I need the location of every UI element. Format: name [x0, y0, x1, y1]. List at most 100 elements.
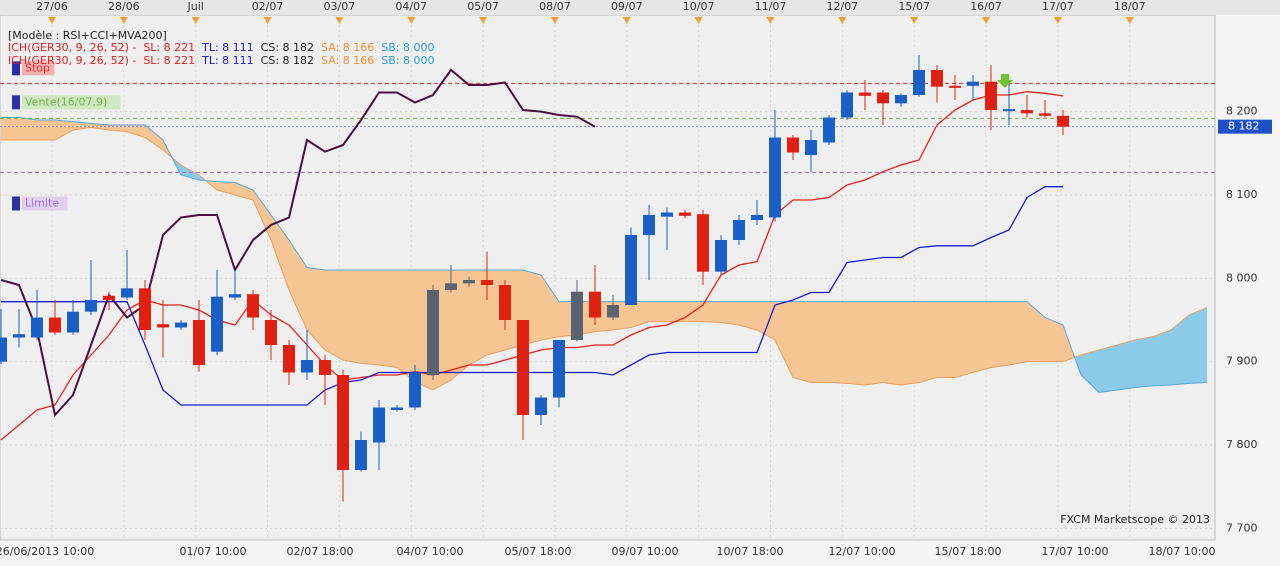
- bottom-axis-label: 18/07 10:00: [1149, 545, 1216, 558]
- level-label: Stop: [25, 61, 50, 74]
- top-axis-marker: [335, 17, 344, 24]
- y-tick-label: 7 900: [1226, 355, 1258, 368]
- top-axis-marker: [766, 17, 775, 24]
- candle-body: [211, 296, 223, 352]
- cloud-fill: [397, 270, 415, 382]
- candle-body: [1003, 109, 1015, 112]
- bottom-axis-label: 02/07 18:00: [287, 545, 354, 558]
- candle-body: [661, 212, 673, 217]
- last-price-label: 8 182: [1228, 120, 1260, 133]
- candle-body: [607, 305, 619, 318]
- candle-body: [877, 92, 889, 104]
- cloud-fill: [649, 301, 667, 322]
- legend-entry: TL: 8 111: [195, 54, 254, 67]
- cloud-fill: [631, 301, 649, 328]
- top-axis-marker: [119, 17, 128, 24]
- top-axis-marker: [694, 17, 703, 24]
- bottom-axis-label: 12/07 10:00: [829, 545, 896, 558]
- plot-area: [0, 14, 1216, 541]
- top-axis-label: 03/07: [324, 0, 356, 13]
- cloud-fill: [721, 301, 739, 325]
- cloud-fill: [757, 301, 775, 340]
- candle-body: [319, 360, 331, 375]
- candle-body: [247, 294, 259, 318]
- level-box: [22, 95, 121, 110]
- cloud-fill: [865, 301, 883, 385]
- top-axis-marker: [407, 17, 416, 24]
- candle-body: [337, 375, 349, 470]
- top-axis-marker: [191, 17, 200, 24]
- cloud-fill: [217, 181, 235, 195]
- candle-body: [697, 214, 709, 272]
- legend-row: ICH(GER30, 9, 26, 52) - SL: 8 221 TL: 8 …: [8, 54, 434, 67]
- legend-entry: CS: 8 182: [254, 54, 314, 67]
- cloud-fill: [1117, 340, 1135, 390]
- cloud-fill: [541, 275, 559, 340]
- candle-body: [931, 70, 943, 87]
- candle-body: [445, 283, 457, 290]
- candle-body: [535, 397, 547, 415]
- cloud-fill: [703, 301, 721, 323]
- candle-body: [679, 212, 691, 216]
- cloud-fill: [19, 117, 37, 140]
- top-axis-label: 11/07: [755, 0, 787, 13]
- bottom-axis-label: 15/07 18:00: [935, 545, 1002, 558]
- candle-body: [391, 407, 403, 410]
- cloud-fill: [901, 301, 919, 385]
- top-axis-label: 27/06: [36, 0, 68, 13]
- candle-body: [1039, 113, 1051, 116]
- candle-body: [49, 317, 61, 333]
- cloud-fill: [325, 270, 343, 360]
- cloud-fill: [343, 270, 361, 364]
- candle-body: [985, 81, 997, 110]
- cloud-fill: [1081, 350, 1099, 393]
- top-axis-band: [0, 0, 1280, 15]
- candle-body: [427, 290, 439, 375]
- cloud-fill: [469, 270, 487, 365]
- level-box: [22, 61, 55, 76]
- candle-body: [193, 320, 205, 365]
- level-label: Vente(16/07,9): [25, 95, 107, 108]
- candle-body: [103, 295, 115, 300]
- level-box: [22, 196, 68, 211]
- candle-body: [355, 440, 367, 470]
- cloud-fill: [379, 270, 397, 368]
- indicator-line: [1, 186, 1063, 406]
- cloud-fill: [451, 270, 469, 380]
- top-axis-label: Juil: [187, 0, 204, 13]
- cloud-fill: [307, 267, 325, 350]
- candle-body: [481, 280, 493, 285]
- candle-body: [283, 345, 295, 373]
- candle-body: [13, 334, 25, 338]
- candle-body: [625, 235, 637, 305]
- bottom-axis-label: 04/07 10:00: [397, 545, 464, 558]
- candle-body: [31, 317, 43, 338]
- candle-body: [175, 322, 187, 328]
- legend-entry: TL: 8 111: [195, 41, 254, 54]
- candle-body: [157, 324, 169, 328]
- candle-body: [733, 220, 745, 240]
- y-tick-label: 8 000: [1226, 271, 1258, 284]
- cloud-fill: [739, 301, 757, 330]
- candle-body: [499, 285, 511, 320]
- candle-body: [301, 360, 313, 373]
- candle-body: [895, 95, 907, 104]
- cloud-fill: [37, 120, 55, 140]
- y-tick-label: 7 700: [1226, 521, 1258, 534]
- top-axis-label: 18/07: [1114, 0, 1146, 13]
- cloud-fill: [937, 301, 955, 378]
- cloud-fill: [811, 301, 829, 383]
- top-axis-marker: [982, 17, 991, 24]
- cloud-fill: [991, 301, 1009, 368]
- candle-body: [409, 372, 421, 408]
- last-price-tag: [1218, 119, 1272, 134]
- legend-entry: SA: 8 166: [314, 41, 374, 54]
- y-tick-label: 7 800: [1226, 438, 1258, 451]
- cloud-fill: [1027, 301, 1045, 362]
- cloud-fill: [289, 240, 307, 330]
- top-axis-label: 02/07: [252, 0, 284, 13]
- candle-body: [265, 320, 277, 345]
- cloud-fill: [1153, 330, 1171, 386]
- top-axis-label: 08/07: [539, 0, 571, 13]
- top-axis-label: 17/07: [1042, 0, 1074, 13]
